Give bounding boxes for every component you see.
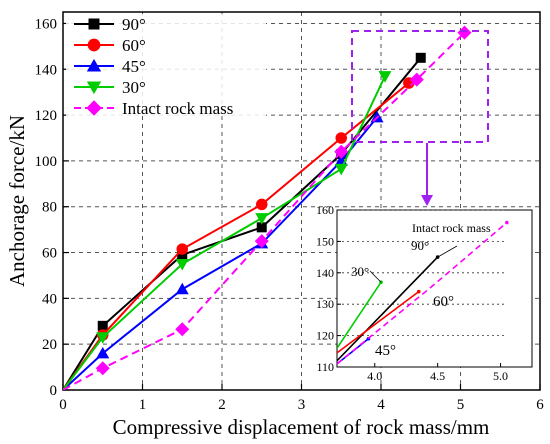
y-tick-label: 0	[50, 383, 58, 399]
data-point	[96, 346, 110, 359]
zoom-indicator	[351, 30, 489, 206]
legend-label: 30°	[122, 78, 146, 97]
inset-x-tick-label: 5.0	[493, 369, 508, 383]
series-3	[63, 71, 392, 390]
y-tick-label: 140	[35, 62, 58, 78]
inset-series-line	[337, 281, 382, 349]
series-line	[63, 75, 386, 390]
inset-callout-line	[437, 245, 458, 258]
data-point	[409, 72, 424, 87]
data-point	[175, 259, 189, 271]
x-tick-label: 0	[59, 397, 67, 413]
legend-swatch-marker	[86, 58, 102, 72]
legend-item: 30°	[74, 78, 146, 97]
data-point	[175, 322, 190, 337]
data-point	[415, 52, 426, 63]
inset-x-tick-label: 4.0	[367, 369, 382, 383]
legend-label: 45°	[122, 57, 146, 76]
inset-y-tick-label: 150	[316, 234, 334, 248]
inset-axes: 110 120 130 140 150 160 4.0 4.5 5.0	[316, 203, 508, 383]
data-point	[334, 144, 349, 159]
inset-y-tick-label: 120	[316, 329, 334, 343]
inset-y-tick-label: 140	[316, 266, 334, 280]
x-tick-label: 3	[298, 397, 306, 413]
legend-label: 90°	[122, 15, 146, 34]
x-tick-label: 2	[218, 397, 226, 413]
inset-data-point	[416, 289, 421, 294]
x-tick-label: 1	[139, 397, 147, 413]
zoom-box	[351, 30, 489, 143]
x-tick-label: 6	[536, 397, 544, 413]
data-point	[96, 332, 110, 344]
inset-label-60: 60°	[433, 294, 454, 310]
inset-callout-line	[369, 270, 382, 283]
legend-item: Intact rock mass	[74, 99, 233, 118]
main-series	[63, 25, 472, 390]
inset-data-point	[505, 220, 509, 225]
inset-label-intact: Intact rock mass	[412, 221, 491, 235]
inset-y-tick-label: 160	[316, 203, 334, 217]
data-point	[97, 320, 108, 331]
inset-chart: 110 120 130 140 150 160 4.0 4.5 5.0 Intact rock …	[316, 203, 533, 383]
legend-label: Intact rock mass	[122, 99, 233, 118]
legend-item: 60°	[74, 36, 146, 55]
series-4	[63, 25, 472, 390]
data-point	[255, 213, 269, 225]
y-tick-label: 100	[35, 154, 58, 170]
legend-item: 90°	[74, 15, 146, 34]
data-point	[176, 243, 188, 255]
legend-swatch-marker	[88, 18, 100, 30]
inset-frame	[336, 209, 533, 368]
data-point	[256, 198, 268, 211]
inset-series-line	[337, 256, 439, 362]
legend-label: 60°	[122, 36, 146, 55]
inset-grid	[337, 209, 507, 337]
data-point	[254, 234, 269, 249]
x-axis-title: Compressive displacement of rock mass/mm	[113, 415, 490, 439]
inset-label-45: 45°	[375, 343, 396, 359]
y-tick-label: 40	[42, 291, 57, 307]
y-tick-label: 20	[42, 337, 57, 353]
legend-swatch-marker	[86, 81, 102, 95]
inset-series-4	[337, 220, 509, 365]
y-axis-title: Anchorage force/kN	[5, 115, 29, 287]
y-tick-label: 80	[42, 200, 57, 216]
x-tick-label: 4	[377, 397, 385, 413]
inset-series-line	[337, 221, 508, 365]
data-point	[335, 132, 347, 144]
data-point	[378, 71, 392, 83]
inset-series-1	[337, 289, 421, 354]
x-tick-label: 5	[457, 397, 465, 413]
legend: 90° 60° 45° 30° Intact rock mass	[66, 14, 266, 118]
zoom-arrow-head	[421, 195, 433, 206]
y-tick-label: 60	[42, 246, 57, 262]
data-point	[95, 361, 110, 376]
data-point	[256, 222, 267, 233]
inset-label-90: 90°	[411, 238, 429, 253]
legend-swatch-marker	[87, 38, 101, 52]
series-line	[63, 116, 378, 390]
inset-y-tick-label: 130	[316, 297, 334, 311]
legend-item: 45°	[74, 57, 146, 76]
inset-series-line	[337, 290, 420, 354]
inset-label-30: 30°	[351, 264, 369, 279]
y-tick-label: 160	[35, 16, 58, 32]
data-point	[457, 25, 472, 40]
y-tick-label: 120	[35, 108, 58, 124]
inset-y-tick-label: 110	[316, 360, 334, 374]
inset-x-tick-label: 4.5	[430, 369, 445, 383]
data-point	[175, 282, 189, 295]
data-point	[334, 163, 348, 176]
legend-swatch-marker	[86, 100, 102, 116]
inset-series	[337, 220, 509, 365]
